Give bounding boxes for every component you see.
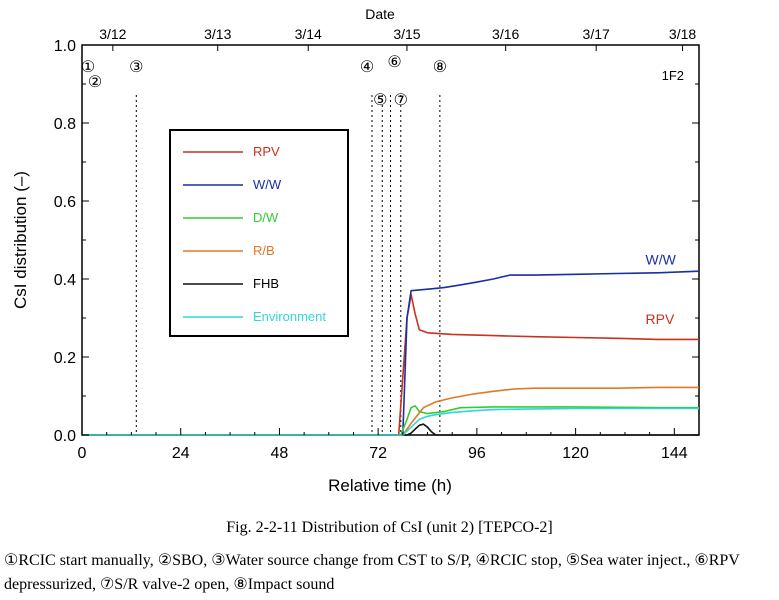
series-line-d-w — [82, 404, 699, 436]
date-tick-label: 3/13 — [204, 26, 231, 42]
date-tick-label: 3/15 — [393, 26, 420, 42]
csi-distribution-chart: Date Relative time (h) CsI distribution … — [11, 6, 700, 495]
y-tick-label: 0.2 — [54, 350, 76, 367]
axis-ticks: 0 24 48 72 96 120 144 0.0 0.2 0.4 0.6 0.8 1.0 3/12 3/1… — [54, 26, 699, 462]
event-marker-label: ④ — [360, 59, 374, 76]
series-line-w-w — [82, 270, 700, 436]
y-tick-label: 0.8 — [54, 116, 76, 133]
series-annotation: RPV — [646, 311, 675, 327]
x-tick-label: 48 — [271, 445, 289, 462]
annotations: W/W RPV — [646, 252, 677, 327]
event-lines: ①② ③ ④ ⑤ ⑥ ⑦ ⑧ — [81, 54, 447, 435]
legend-label: W/W — [253, 177, 282, 192]
x-tick-label: 96 — [468, 445, 486, 462]
x-tick-label: 24 — [172, 445, 190, 462]
x-tick-label: 0 — [78, 445, 87, 462]
series-line-environment — [82, 407, 699, 436]
legend-label: FHB — [253, 276, 279, 291]
y-tick-label: 0.0 — [54, 428, 76, 445]
legend: RPV W/W D/W R/B FHB Environment — [169, 129, 349, 337]
y-tick-label: 0.4 — [54, 272, 76, 289]
date-tick-label: 3/14 — [295, 26, 322, 42]
date-tick-label: 3/16 — [492, 26, 519, 42]
y-tick-label: 0.6 — [54, 194, 76, 211]
event-marker-label: ⑧ — [433, 59, 447, 76]
event-marker-label: ⑦ — [394, 92, 408, 109]
event-marker-label: ① — [81, 59, 95, 76]
legend-label: D/W — [253, 210, 279, 225]
figure-caption: Fig. 2-2-11 Distribution of CsI (unit 2)… — [226, 519, 553, 536]
series-line-r-b — [82, 386, 699, 436]
series-line-fhb — [82, 423, 699, 436]
y-axis-label: CsI distribution (–) — [11, 171, 30, 309]
date-tick-label: 3/18 — [669, 26, 696, 42]
top-axis-label: Date — [365, 6, 395, 22]
date-tick-label: 3/12 — [99, 26, 126, 42]
legend-label: R/B — [253, 243, 275, 258]
event-marker-label: ⑥ — [387, 54, 401, 71]
series-annotation: W/W — [646, 252, 677, 268]
series-lines — [82, 270, 700, 436]
y-tick-label: 1.0 — [54, 38, 76, 55]
unit-label: 1F2 — [662, 68, 684, 83]
legend-box — [169, 129, 349, 337]
event-marker-label: ⑤ — [373, 92, 387, 109]
x-tick-label: 72 — [369, 445, 387, 462]
x-axis-label: Relative time (h) — [328, 476, 452, 495]
x-tick-label: 144 — [661, 445, 688, 462]
event-marker-label: ③ — [129, 59, 143, 76]
date-tick-label: 3/17 — [583, 26, 610, 42]
legend-label: Environment — [253, 309, 326, 324]
x-tick-label: 120 — [562, 445, 589, 462]
event-marker-label: ② — [88, 74, 102, 91]
legend-label: RPV — [253, 144, 280, 159]
event-legend-note: ①RCIC start manually, ②SBO, ③Water sourc… — [4, 552, 740, 593]
